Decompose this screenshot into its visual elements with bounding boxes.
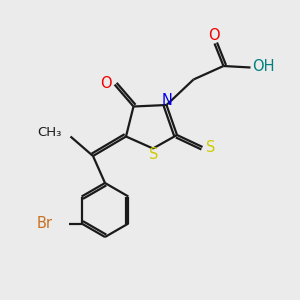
Text: S: S: [206, 140, 216, 155]
Text: N: N: [162, 93, 172, 108]
Text: OH: OH: [252, 59, 274, 74]
Text: O: O: [208, 28, 220, 44]
Text: Br: Br: [36, 216, 52, 231]
Text: O: O: [100, 76, 112, 91]
Text: S: S: [149, 147, 158, 162]
Text: CH₃: CH₃: [38, 126, 62, 140]
